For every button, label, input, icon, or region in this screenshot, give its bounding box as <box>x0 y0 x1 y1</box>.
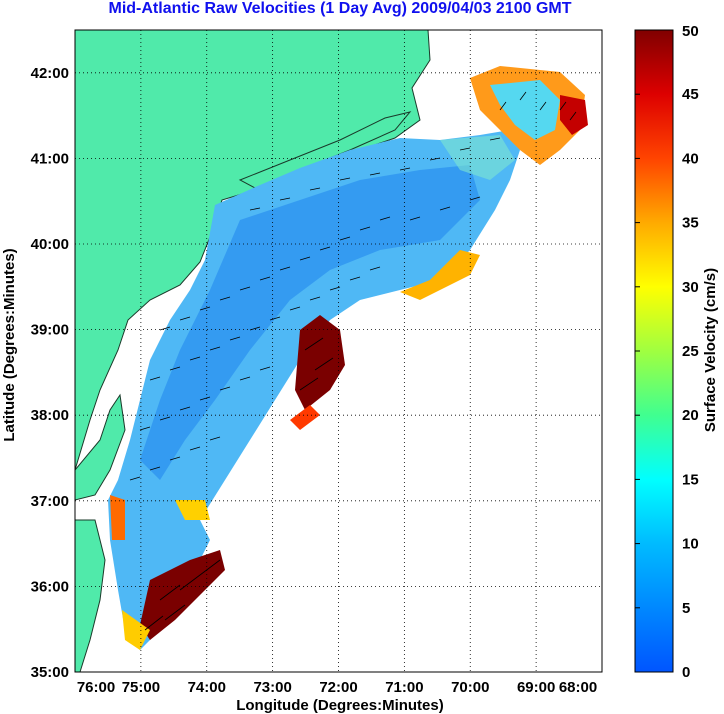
x-tick-label: 71:00 <box>385 679 423 696</box>
velocity-arrows <box>129 91 577 631</box>
map-frame <box>74 29 603 673</box>
colorbar-tick-label: 35 <box>682 215 699 232</box>
y-tick-label: 37:00 <box>31 493 69 510</box>
x-axis-label: Longitude (Degrees:Minutes) <box>236 697 444 714</box>
colorbar-tick-label: 40 <box>682 150 699 167</box>
y-tick-labels: 42:00 41:00 40:00 39:00 38:00 37:00 36:00 35:00 <box>31 65 69 681</box>
colorbar-tick-label: 5 <box>682 600 690 617</box>
x-tick-label: 69:00 <box>517 679 555 696</box>
x-tick-label: 76:00 <box>77 679 115 696</box>
y-tick-label: 39:00 <box>31 322 69 339</box>
y-tick-label: 40:00 <box>31 236 69 253</box>
colorbar-tick-label: 25 <box>682 343 699 360</box>
chart-title: Mid-Atlantic Raw Velocities (1 Day Avg) … <box>108 0 572 17</box>
y-tick-label: 38:00 <box>31 407 69 424</box>
y-tick-label: 42:00 <box>31 65 69 82</box>
x-tick-label: 75:00 <box>122 679 160 696</box>
y-tick-label: 35:00 <box>31 664 69 681</box>
x-tick-label: 72:00 <box>319 679 357 696</box>
colorbar-tick-label: 45 <box>682 86 699 103</box>
x-tick-label: 73:00 <box>253 679 291 696</box>
colorbar-tick-label: 30 <box>682 279 699 296</box>
delmarva-peninsula <box>75 393 126 501</box>
carolina-coast <box>75 519 106 672</box>
colorbar-tick-label: 0 <box>682 664 690 681</box>
colorbar-tick-label: 10 <box>682 536 699 553</box>
y-axis-label: Latitude (Degrees:Minutes) <box>1 248 18 441</box>
x-tick-labels: 76:00 75:00 74:00 73:00 72:00 71:00 70:00 69:00… <box>77 679 597 696</box>
y-tick-label: 36:00 <box>31 578 69 595</box>
colorbar-label: Surface Velocity (cm/s) <box>702 268 719 432</box>
colorbar-tick-label: 15 <box>682 471 699 488</box>
y-tick-label: 41:00 <box>31 150 69 167</box>
x-tick-label: 70:00 <box>451 679 489 696</box>
x-tick-label: 74:00 <box>188 679 226 696</box>
colorbar-tick-label: 50 <box>682 23 699 40</box>
colorbar <box>634 29 674 673</box>
colorbar-tick-label: 20 <box>682 407 699 424</box>
x-tick-label: 68:00 <box>559 679 597 696</box>
